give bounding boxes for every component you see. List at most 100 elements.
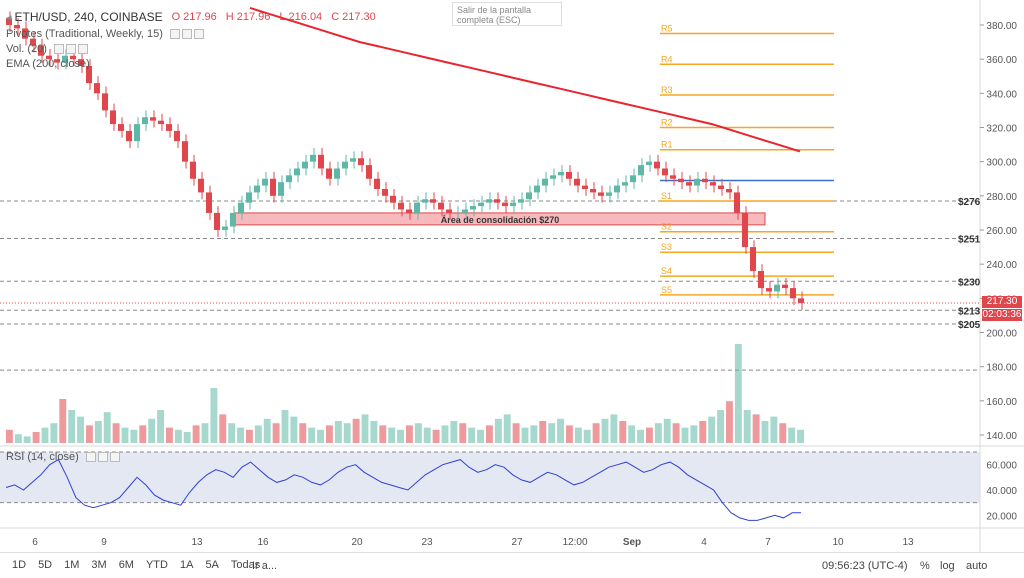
range-5d[interactable]: 5D [38,559,53,571]
gear-icon[interactable] [97,452,108,462]
price-tick-label: 280.00 [986,192,1017,203]
candle [478,202,484,207]
consolidation-label: Área de consolidación $270 [441,215,560,225]
range-6m[interactable]: 6M [118,559,134,571]
indicator-pivots[interactable]: Pivotes (Traditional, Weekly, 15) [6,28,204,40]
volume-bar [272,423,280,443]
candle [718,185,724,189]
candle [758,271,764,289]
symbol-arrow-icon[interactable]: ◂ [6,11,12,24]
candle [686,182,692,186]
volume-bar [77,416,84,443]
volume-bar [263,418,271,443]
close-icon[interactable] [193,29,204,39]
range-3m[interactable]: 3M [91,559,107,571]
open-value: 217.96 [183,11,217,23]
volume-bar [50,423,58,443]
volume-bar [281,410,289,443]
candle [430,199,436,203]
volume-bar [494,418,502,443]
candle [246,192,252,203]
candle [670,175,676,179]
volume-bar [486,425,493,443]
gear-icon[interactable] [65,44,76,54]
volume-bar [672,423,680,443]
low-value: 216.04 [288,11,323,23]
support-label: $276 [958,197,981,208]
time-tick-label: 13 [191,537,203,548]
volume-bar [752,414,760,443]
price-chart[interactable]: 380.00 360.00 340.00 320.00 300.00 280.00 260.… [0,0,1024,552]
candle [238,202,244,213]
indicator-volume[interactable]: Vol. (20) [6,43,88,55]
eye-icon[interactable] [53,44,64,54]
time-tick-label: 10 [832,537,844,548]
price-tick-label: 180.00 [986,363,1017,374]
volume-bar [619,421,627,443]
candle [318,154,324,169]
volume-bar [663,418,671,443]
candle [390,195,396,203]
candle [510,202,516,207]
price-tick-label: 260.00 [986,226,1017,237]
pivot-label-s1: S1 [661,191,672,201]
candle [438,202,444,210]
range-ytd[interactable]: YTD [145,559,168,571]
candle [494,199,500,203]
candle [678,178,684,183]
candle [406,209,412,213]
candle [422,199,428,203]
price-tick-label: 360.00 [986,55,1017,66]
volume-bar [326,425,333,443]
candle [726,189,732,193]
price-tick-label: 300.00 [986,158,1017,169]
volume-bar [166,427,173,443]
candle [38,45,44,56]
indicator-ema[interactable]: EMA (200, close) [6,58,90,70]
pivot-label-s2: S2 [661,222,672,232]
candle [574,178,580,186]
volume-bar [183,432,191,443]
close-icon[interactable] [109,452,120,462]
volume-bar [610,414,618,443]
range-todas[interactable]: Todas [230,559,261,571]
volume-bar [637,429,644,443]
candle [62,55,68,63]
auto-toggle[interactable]: auto [966,560,988,572]
goto-button[interactable]: Ir a... [252,560,278,572]
close-icon[interactable] [77,44,88,54]
range-1m[interactable]: 1M [64,559,80,571]
volume-bar [59,399,67,443]
volume-bar [734,344,742,443]
candle [790,288,796,299]
candle [646,161,652,166]
candle [486,199,492,203]
eye-icon[interactable] [85,452,96,462]
candle [222,226,228,230]
volume-bar [592,423,600,443]
candle [350,158,356,162]
indicator-rsi[interactable]: RSI (14, close) [6,451,120,463]
eye-icon[interactable] [169,29,180,39]
log-toggle[interactable]: log [940,560,955,572]
candle [662,168,668,176]
candle [190,161,196,179]
time-tick-label: 23 [421,537,433,548]
range-5a[interactable]: 5A [205,559,219,571]
volume-bar [743,410,751,443]
candle [774,284,780,292]
gear-icon[interactable] [181,29,192,39]
rsi-band [0,452,980,503]
candle [6,18,12,25]
range-1d[interactable]: 1D [12,559,27,571]
pivot-label-r3: R3 [661,85,673,95]
volume-bar [361,414,369,443]
volume-bar [432,429,440,443]
candle [446,209,452,213]
range-1a[interactable]: 1A [179,559,194,571]
percent-toggle[interactable]: % [920,560,930,572]
rsi-tick-label: 40.000 [986,486,1017,497]
candle [94,83,100,94]
pivot-label-r4: R4 [661,54,673,64]
candle [342,161,348,169]
